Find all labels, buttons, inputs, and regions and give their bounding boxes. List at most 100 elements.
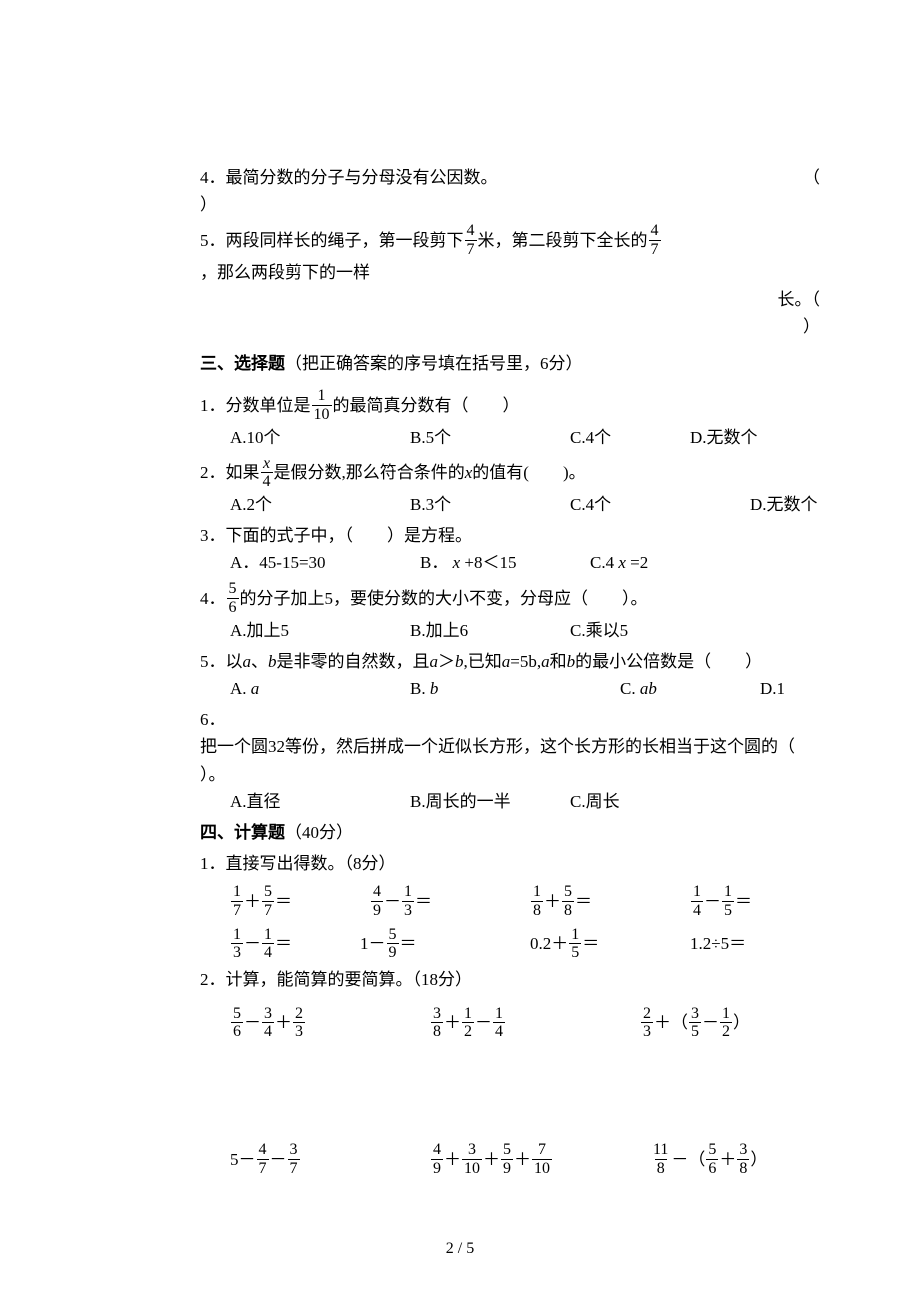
frac-num: 3 — [431, 1005, 443, 1023]
q-num: 3． — [200, 522, 226, 549]
frac-num: 1 — [316, 387, 328, 405]
tf-q5-close: ） — [803, 313, 820, 340]
var-a4: a — [541, 648, 550, 675]
frac-den: 4 — [262, 1022, 274, 1041]
frac-num: 4 — [371, 883, 383, 901]
opt-b: B.加上6 — [410, 617, 570, 644]
pre: 0.2＋ — [530, 930, 568, 957]
calc-cell: 18 ＋ 58 ＝ — [530, 883, 690, 919]
opt-a: A.2个 — [230, 491, 410, 518]
tf-q5: 5． 两段同样长的绳子，第一段剪下 4 7 米，第二段剪下全长的 4 7 ，那么… — [200, 222, 820, 285]
frac-den: 2 — [462, 1022, 474, 1041]
page-container: 4． 最简分数的分子与分母没有公因数。 （ ） 5． 两段同样长的绳子，第一段剪… — [0, 0, 920, 1302]
calc-cell: 56 － 34 ＋ 23 — [230, 1005, 430, 1041]
frac-den: 7 — [262, 901, 274, 920]
q-text: 下面的式子中，（ ）是方程。 — [226, 522, 473, 549]
var-b2: b — [455, 648, 464, 675]
frac: 13 — [231, 926, 243, 962]
frac: 38 — [431, 1005, 443, 1041]
opt-b: B. b — [410, 675, 620, 702]
var-b3: b — [567, 648, 576, 675]
opt-b-var: x — [453, 553, 461, 572]
frac: 59 — [387, 926, 399, 962]
gt: ＞ — [438, 648, 455, 675]
sep: 、 — [251, 648, 268, 675]
q-close: ）。 — [200, 761, 226, 788]
frac-den: 10 — [532, 1159, 552, 1178]
frac: 14 — [493, 1005, 505, 1041]
tf-q5-tail: 长。（ — [778, 286, 821, 313]
p-num: 1． — [200, 850, 226, 877]
frac: 56 — [231, 1005, 243, 1041]
frac: 12 — [720, 1005, 732, 1041]
frac-num: 5 — [227, 580, 239, 598]
frac-den: 7 — [288, 1159, 300, 1178]
frac-den: 3 — [293, 1022, 305, 1041]
frac: 47 — [257, 1141, 269, 1177]
q-num: 4． — [200, 585, 226, 612]
op: ＋ — [483, 1146, 500, 1173]
sec3-q4-opts: A.加上5 B.加上6 C.乘以5 — [230, 617, 820, 644]
tf-q5-frac1: 4 7 — [465, 222, 477, 258]
opt-a-val: a — [251, 679, 260, 698]
var-a: a — [243, 648, 252, 675]
post: 的最小公倍数是（ ） — [575, 648, 762, 675]
sec3-q1-opts: A.10个 B.5个 C.4个 D.无数个 — [230, 424, 820, 451]
q-var: x — [465, 459, 473, 486]
frac-num: 5 — [387, 926, 399, 944]
pre: 1－ — [360, 930, 386, 957]
op: － — [384, 888, 401, 915]
frac-num: 7 — [536, 1141, 548, 1159]
sec3-q4-frac: 5 6 — [227, 580, 239, 616]
tf-q5-post: ，那么两段剪下的一样 — [200, 259, 370, 286]
opt-c-val: ab — [640, 679, 657, 698]
sec4-p1: 1． 直接写出得数。（8分） — [200, 850, 820, 877]
frac-den: 5 — [689, 1022, 701, 1041]
tf-q5-mid: 米，第二段剪下全长的 — [478, 227, 648, 254]
frac-num: 1 — [691, 883, 703, 901]
frac-num: 3 — [262, 1005, 274, 1023]
frac-den: 7 — [649, 240, 661, 259]
opt-a-lbl: A. — [230, 679, 247, 698]
sec4-p2: 2． 计算，能简算的要简算。（18分） — [200, 966, 820, 993]
p-text: 直接写出得数。（8分） — [226, 850, 396, 877]
frac: 58 — [562, 883, 574, 919]
frac: 57 — [262, 883, 274, 919]
calc-cell: 14 － 15 ＝ — [690, 883, 752, 919]
q-post: 的最简真分数有（ ） — [333, 392, 520, 419]
frac: 38 — [737, 1141, 749, 1177]
frac-num: 1 — [493, 1005, 505, 1023]
op: － — [475, 1009, 492, 1036]
opt-c-post: =2 — [630, 553, 648, 572]
op: ＋ — [654, 1009, 671, 1036]
calc-cell: 0.2＋ 15 ＝ — [530, 926, 690, 962]
opt-c: C. ab — [620, 675, 760, 702]
frac-num: 5 — [501, 1141, 513, 1159]
frac-num: 4 — [431, 1141, 443, 1159]
sec3-q5: 5． 以 a 、 b 是非零的自然数，且 a ＞ b ,已知 a =5b, a … — [200, 648, 820, 675]
frac-den: 4 — [691, 901, 703, 920]
sec3-q2-opts: A.2个 B.3个 C.4个 D.无数个 — [230, 491, 820, 518]
opt-a: A.直径 — [230, 788, 410, 815]
q-post: 的分子加上5，要使分数的大小不变，分母应（ ）。 — [240, 585, 648, 612]
eq: ＝ — [275, 888, 292, 915]
frac: 34 — [262, 1005, 274, 1041]
sec3-q5-opts: A. a B. b C. ab D.1 — [230, 675, 820, 702]
opt-b: B.5个 — [410, 424, 570, 451]
op: － — [244, 930, 261, 957]
opt-b-post: +8＜15 — [464, 553, 516, 572]
sec4-p1-row1: 17 ＋ 57 ＝ 49 － 13 ＝ 18 ＋ 58 ＝ 14 － 15 ＝ — [230, 883, 820, 919]
pre: 5－ — [230, 1146, 256, 1173]
sec4-p1-row2: 13 － 14 ＝ 1－ 59 ＝ 0.2＋ 15 ＝ 1.2÷5＝ — [230, 926, 820, 962]
frac: 15 — [569, 926, 581, 962]
sec3-q6-close: ）。 — [200, 761, 820, 788]
opt-b-val: b — [430, 679, 439, 698]
opt-a: A．45-15=30 — [230, 549, 420, 576]
frac-num: 1 — [722, 883, 734, 901]
mid4: 和 — [550, 648, 567, 675]
op: － — [671, 1146, 688, 1173]
var-a3: a — [502, 648, 511, 675]
op: ＋ — [514, 1146, 531, 1173]
opt-c: C.4个 — [570, 491, 750, 518]
eq: ＝ — [575, 888, 592, 915]
